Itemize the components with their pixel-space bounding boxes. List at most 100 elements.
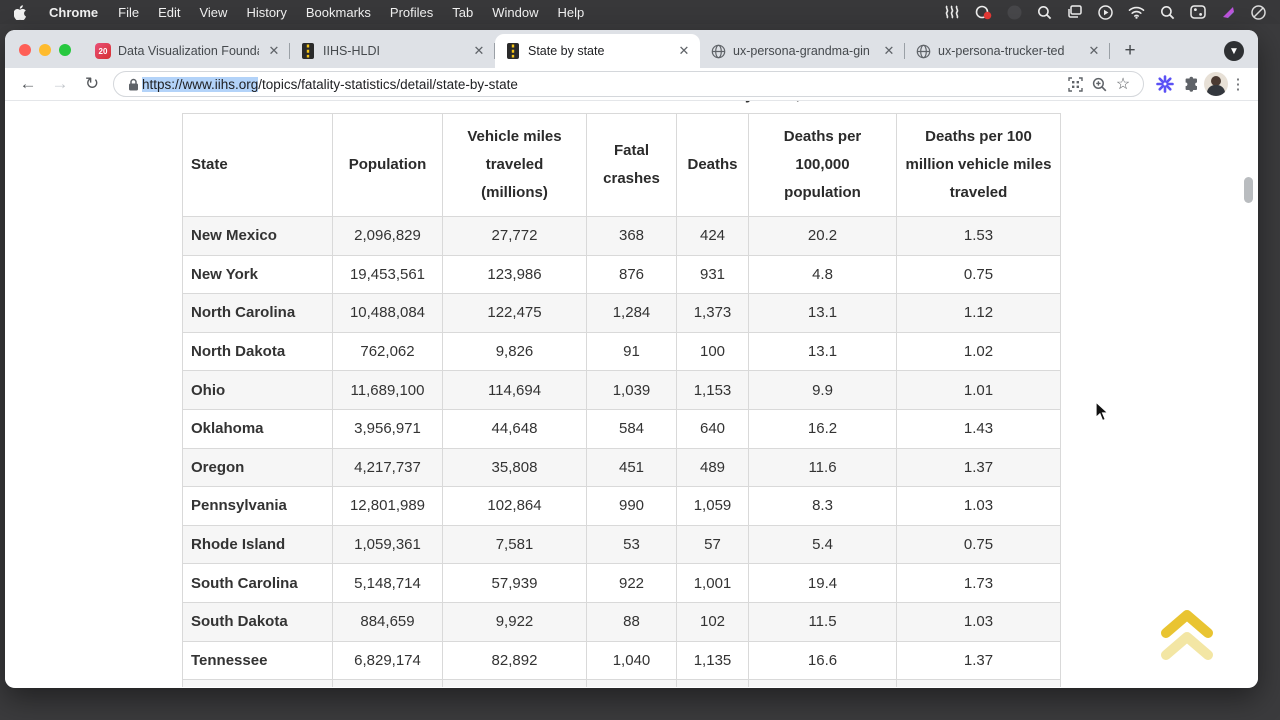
value-cell: 16.6 [748,640,897,681]
menubar-app-name[interactable]: Chrome [49,4,99,20]
table-row: Oregon 4,217,737 35,808 451 489 11.6 1.37 [182,447,1061,488]
value-cell: 876 [586,254,677,295]
minimize-window-button[interactable] [39,44,51,56]
header-vmt: Vehicle miles traveled (millions) [442,113,587,217]
state-cell: Oregon [182,447,333,488]
page-content: Motor vehicle crash deaths and death rat… [5,101,1258,687]
page-scrollbar-thumb[interactable] [1244,177,1253,203]
zoom-window-button[interactable] [59,44,71,56]
value-cell: 20.2 [748,216,897,256]
mouse-cursor [1095,400,1110,428]
value-cell: 489 [676,447,749,488]
tab-state-by-state[interactable]: State by state ✕ [495,34,700,68]
value-cell: 2,096,829 [332,216,443,256]
table-row: New Mexico 2,096,829 27,772 368 424 20.2 1.53 [182,216,1061,256]
wifi-icon[interactable] [1128,6,1145,19]
tab-ux-persona-grandma[interactable]: ux-persona-grandma-gin ✕ [700,34,905,68]
close-window-button[interactable] [19,44,31,56]
table-caption-clipped: Motor vehicle crash deaths and death rat… [182,101,1060,108]
url-selected-text: https://www.iihs.org [142,76,259,92]
tab-search-button[interactable]: ▼ [1224,41,1244,61]
qr-code-icon[interactable] [1063,72,1087,96]
tab-strip: 20 Data Visualization Founda ✕ IIHS-HLDI… [5,30,1258,68]
tab-close-icon[interactable]: ✕ [678,43,690,58]
table-row: New York 19,453,561 123,986 876 931 4.8 0.75 [182,254,1061,295]
iihs-road-favicon-icon [505,43,521,59]
play-circle-icon[interactable] [1098,4,1113,20]
value-cell: 1,135 [676,640,749,681]
address-bar[interactable]: https://www.iihs.org/topics/fatality-sta… [113,71,1144,97]
apple-menu-icon[interactable] [14,4,27,20]
value-cell: 1.03 [896,601,1061,642]
scroll-to-top-button[interactable] [1158,603,1216,665]
value-cell: 9.9 [748,370,897,410]
value-cell: 88 [586,601,677,642]
bookmark-star-icon[interactable]: ☆ [1115,76,1131,93]
tab-close-icon[interactable]: ✕ [473,43,485,58]
spotlight-icon[interactable] [1160,5,1175,20]
new-tab-button[interactable]: + [1124,40,1136,61]
value-cell: 0.75 [896,524,1061,565]
value-cell: 990 [586,486,677,526]
value-cell: 35,808 [442,447,587,488]
table-row: North Dakota 762,062 9,826 91 100 13.1 1.02 [182,331,1061,372]
reload-button[interactable]: ↻ [84,74,100,93]
back-button[interactable]: ← [19,74,37,93]
globe-favicon-icon [915,43,931,59]
menu-history[interactable]: History [246,4,287,20]
forward-button[interactable]: → [51,74,69,93]
tab-close-icon[interactable]: ✕ [268,43,280,58]
value-cell: 9,922 [442,601,587,642]
value-cell: 12.5 [748,679,897,687]
value-cell: 1,059 [676,486,749,526]
value-cell: 11,689,100 [332,370,443,410]
extensions-puzzle-icon[interactable] [1178,71,1204,97]
table-row: South Dakota 884,659 9,922 88 102 11.5 1.03 [182,601,1061,642]
value-cell: 1,001 [676,563,749,603]
menu-edit[interactable]: Edit [158,4,181,20]
do-not-disturb-icon[interactable] [1251,4,1266,20]
waves-icon[interactable] [944,5,960,19]
value-cell: 100 [676,331,749,372]
value-cell: 28,995,881 [332,679,443,687]
menu-bookmarks[interactable]: Bookmarks [305,4,371,20]
value-cell: 3,956,971 [332,408,443,449]
tab-ux-persona-trucker[interactable]: ux-persona-trucker-ted ✕ [905,34,1110,68]
control-center-icon[interactable] [1190,5,1206,19]
menu-tab[interactable]: Tab [452,4,474,20]
dimmed-circle-icon[interactable] [1007,5,1022,20]
url-rest-text: /topics/fatality-statistics/detail/state… [258,76,518,92]
state-cell: North Carolina [182,293,333,333]
menu-profiles[interactable]: Profiles [389,4,434,20]
dataviz-favicon-icon: 20 [95,43,111,59]
color-app-icon[interactable] [1221,5,1236,20]
windows-stack-icon[interactable] [1067,5,1083,19]
lock-icon[interactable] [124,72,142,96]
menu-view[interactable]: View [199,4,228,20]
tab-data-visualization[interactable]: 20 Data Visualization Founda ✕ [85,34,290,68]
tab-close-icon[interactable]: ✕ [883,43,895,58]
iihs-road-favicon-icon [300,43,316,59]
menu-help[interactable]: Help [557,4,585,20]
table-row: South Carolina 5,148,714 57,939 922 1,001 19.… [182,563,1061,603]
browser-toolbar: ← → ↻ https://www.iihs.org/topics/fatali… [5,68,1258,101]
state-cell: North Dakota [182,331,333,372]
profile-avatar[interactable] [1204,72,1228,96]
zoom-level-icon[interactable] [1087,72,1111,96]
record-dot-icon[interactable] [975,5,992,20]
value-cell: 1.43 [896,408,1061,449]
tab-close-icon[interactable]: ✕ [1088,43,1100,58]
value-cell: 922 [586,563,677,603]
pinned-extension-icon[interactable] [1152,71,1178,97]
value-cell: 584 [586,408,677,449]
value-cell: 1,153 [676,370,749,410]
value-cell: 44,648 [442,408,587,449]
value-cell: 1,040 [586,640,677,681]
browser-menu-icon[interactable]: ⋮ [1230,76,1246,93]
url-text[interactable]: https://www.iihs.org/topics/fatality-sta… [142,76,1063,92]
menu-window[interactable]: Window [492,4,539,20]
magnifier-icon[interactable] [1037,5,1052,20]
menu-file[interactable]: File [118,4,140,20]
tab-iihs-hldi[interactable]: IIHS-HLDI ✕ [290,34,495,68]
value-cell: 5.4 [748,524,897,565]
